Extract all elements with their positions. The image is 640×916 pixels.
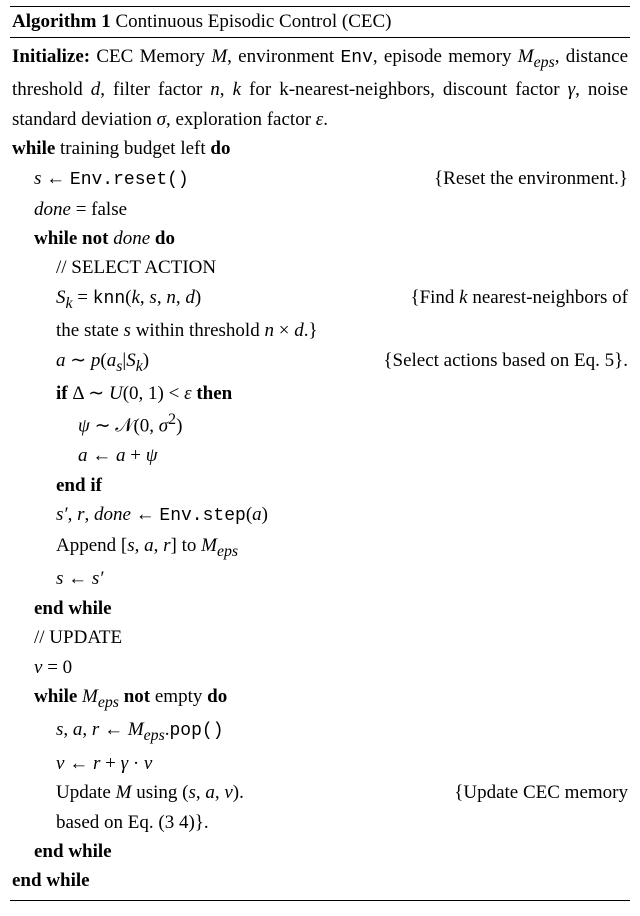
kw-do: do [207,686,227,707]
psi-sample-line: ψ ∼ 𝒩(0, σ2) [12,408,628,441]
endwhile-inner: end while [12,594,628,623]
initialize-kw: Initialize: [12,46,90,67]
s-assign-line: s ← s′ [12,564,628,593]
while-inner-cond: done [113,228,150,249]
reset-line: s ← Env.reset() {Reset the environment.} [12,164,628,195]
algorithm-name: Continuous Episodic Control (CEC) [115,11,391,32]
kw-not: not [124,686,150,707]
update-M-comment-b: based on Eq. (3 4)}. [12,808,628,837]
pop-call: pop() [170,721,224,741]
env-reset-call: Env.reset() [70,170,189,190]
pop-line: s, a, r ← Meps.pop() [12,715,628,748]
initialize-line: Initialize: CEC Memory M, environment En… [12,42,628,134]
update-header: // UPDATE [12,623,628,652]
sample-action-comment: {Select actions based on Eq. 5}. [375,346,628,375]
kw-do: do [155,228,175,249]
v-zero-line: v = 0 [12,653,628,682]
env-step-line: s′, r, done ← Env.step(a) [12,500,628,531]
kw-while: while [12,138,55,159]
select-action-header: // SELECT ACTION [12,253,628,282]
append-line: Append [s, a, r] to Meps [12,531,628,564]
kw-while: while [34,228,77,249]
reset-comment: {Reset the environment.} [426,164,628,193]
algorithm-body: Initialize: CEC Memory M, environment En… [10,38,630,901]
algorithm-title-row: Algorithm 1 Continuous Episodic Control … [10,6,630,38]
endif-line: end if [12,471,628,500]
v-update-line: v ← r + γ · v [12,749,628,778]
while-outer: while training budget left do [12,134,628,163]
algorithm-block: Algorithm 1 Continuous Episodic Control … [10,6,630,901]
a-plus-psi-line: a ← a + ψ [12,441,628,470]
done-false-line: done = false [12,195,628,224]
kw-then: then [196,383,232,404]
while-meps: while Meps not empty do [12,682,628,715]
kw-not: not [82,228,108,249]
sample-action-line: a ∼ p(as|Sk) {Select actions based on Eq… [12,346,628,379]
update-M-comment-a: {Update CEC memory [446,778,628,807]
update-M-line: Update M using (s, a, v). {Update CEC me… [12,778,628,807]
algorithm-prefix: Algorithm 1 [12,11,111,32]
kw-while: while [34,686,77,707]
kw-do: do [210,138,230,159]
knn-comment-cont: the state s within threshold n × d.} [12,316,628,345]
if-line: if Δ ∼ U(0, 1) < ε then [12,379,628,408]
endwhile-outer: end while [12,866,628,895]
kw-if: if [56,383,68,404]
while-meps-cond: empty [155,686,203,707]
while-outer-cond: training budget left [60,138,206,159]
endwhile-meps: end while [12,837,628,866]
knn-line: Sk = knn(k, s, n, d) {Find k nearest-nei… [12,283,628,316]
while-inner: while not done do [12,224,628,253]
